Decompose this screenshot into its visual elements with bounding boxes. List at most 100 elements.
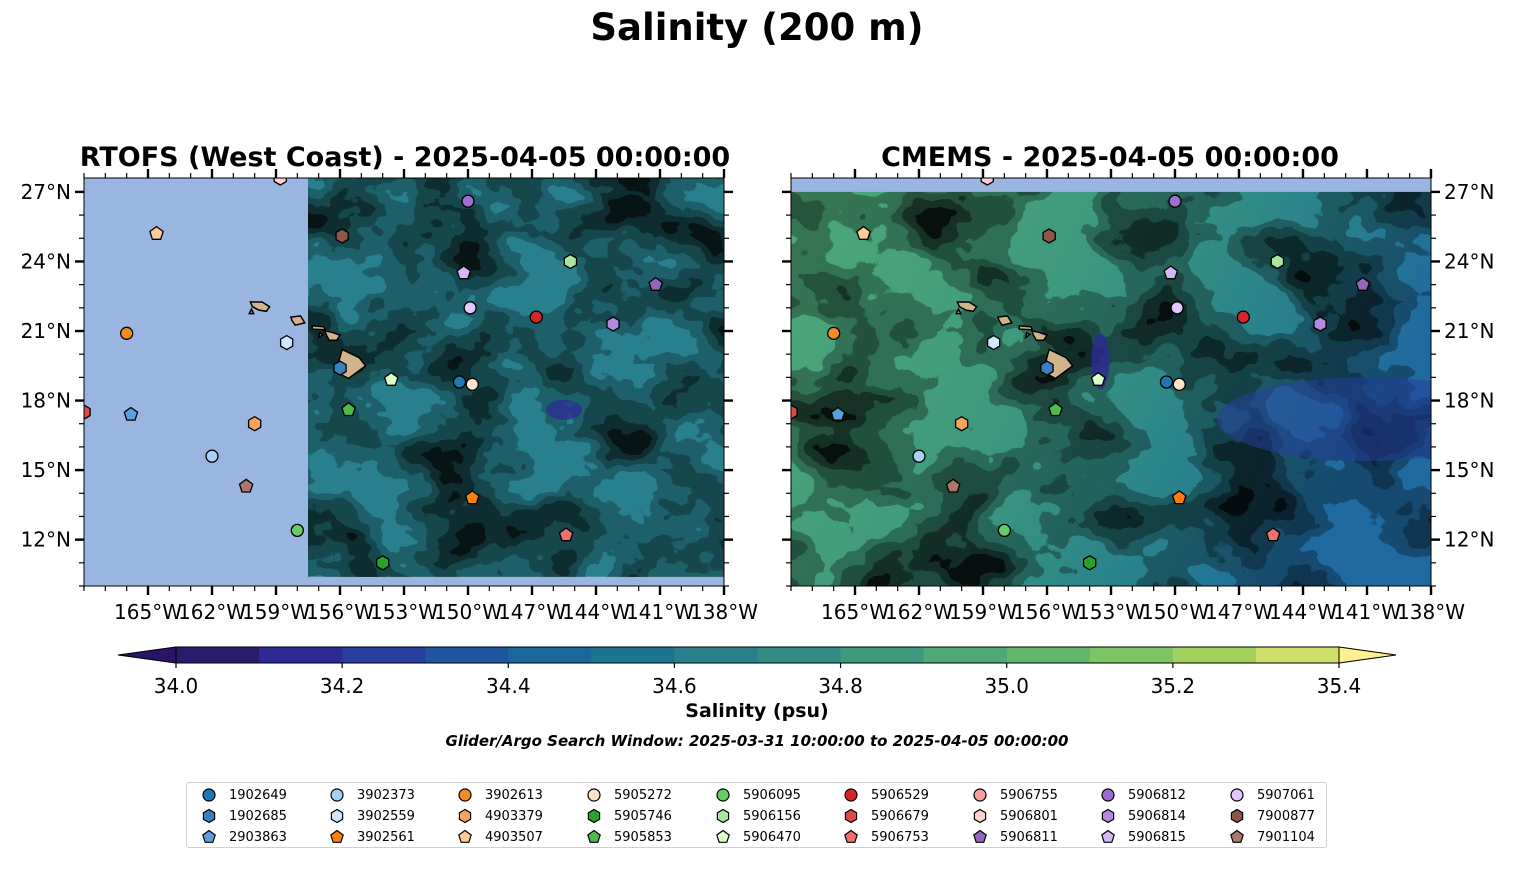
float-marker-4903507 bbox=[149, 225, 164, 240]
float-marker-5905746 bbox=[375, 555, 390, 571]
low-salinity-eddy bbox=[546, 399, 582, 420]
island bbox=[996, 315, 1013, 327]
legend-marker-shape bbox=[1230, 829, 1244, 843]
legend-item-5905853: 5905853 bbox=[584, 827, 672, 847]
legend-marker-icon bbox=[202, 829, 216, 843]
float-marker-5906812 bbox=[1168, 194, 1182, 208]
island bbox=[955, 307, 962, 315]
float-marker-2903863 bbox=[123, 406, 139, 421]
legend-label: 4903379 bbox=[485, 808, 543, 824]
colorbar-bin bbox=[176, 647, 260, 663]
lat-tick-label: 21°N bbox=[1444, 319, 1494, 343]
legend-item-5906755: 5906755 bbox=[970, 785, 1058, 805]
search-window-note: Glider/Argo Search Window: 2025-03-31 10… bbox=[445, 732, 1069, 750]
colorbar-tick-label: 35.0 bbox=[984, 674, 1029, 698]
float-marker-5906753 bbox=[1265, 527, 1281, 542]
float-marker-5905272 bbox=[465, 377, 479, 391]
colorbar-tick-label: 34.0 bbox=[154, 674, 199, 698]
float-marker-4903379 bbox=[954, 415, 969, 432]
colorbar-frame bbox=[175, 646, 1340, 664]
float-marker-5906529 bbox=[1236, 310, 1250, 324]
legend-marker-shape bbox=[202, 788, 216, 802]
legend-label: 5907061 bbox=[1257, 787, 1315, 803]
lat-tick-label: 12°N bbox=[21, 528, 71, 552]
legend-marker-icon bbox=[458, 829, 472, 843]
legend-label: 1902685 bbox=[229, 808, 287, 824]
lon-tick-label: 147°W bbox=[1205, 600, 1273, 624]
legend-marker-icon bbox=[973, 788, 987, 802]
float-marker-5905853 bbox=[341, 401, 356, 417]
legend-marker-shape bbox=[973, 808, 987, 824]
legend-item-5906470: 5906470 bbox=[713, 827, 801, 847]
legend-label: 5906095 bbox=[743, 787, 801, 803]
colorbar-bin bbox=[591, 647, 676, 663]
legend-label: 5906529 bbox=[871, 787, 929, 803]
legend-item-1902649: 1902649 bbox=[199, 785, 287, 805]
float-marker-1902649 bbox=[452, 375, 467, 389]
island bbox=[1018, 325, 1034, 331]
legend-item-7901104: 7901104 bbox=[1227, 827, 1315, 847]
legend-marker-shape bbox=[330, 808, 344, 824]
float-marker-5906814 bbox=[606, 316, 620, 332]
float-marker-3902373 bbox=[912, 449, 926, 463]
legend-marker-shape bbox=[587, 808, 601, 824]
colorbar-tick-label: 35.4 bbox=[1317, 674, 1362, 698]
colorbar-bin bbox=[1006, 647, 1091, 663]
legend-marker-icon bbox=[330, 808, 344, 824]
legend-marker-icon bbox=[458, 808, 472, 824]
island bbox=[956, 301, 978, 313]
legend-item-5906753: 5906753 bbox=[841, 827, 929, 847]
float-marker-3902561 bbox=[1171, 490, 1187, 505]
legend-marker-icon bbox=[330, 829, 344, 843]
lat-tick-label: 24°N bbox=[21, 249, 71, 273]
colorbar-tick-label: 34.6 bbox=[652, 674, 697, 698]
float-marker-5906156 bbox=[1270, 253, 1285, 270]
colorbar-tick-label: 35.2 bbox=[1151, 674, 1196, 698]
legend-marker-icon bbox=[716, 829, 730, 843]
legend-marker-icon bbox=[1101, 788, 1115, 802]
legend-marker-shape bbox=[1101, 829, 1115, 843]
colorbar-bin bbox=[1089, 647, 1174, 663]
panel-title-cmems: CMEMS - 2025-04-05 00:00:00 bbox=[881, 142, 1339, 173]
float-marker-7900877 bbox=[335, 228, 349, 244]
legend-label: 5906470 bbox=[743, 829, 801, 845]
float-marker-5906815 bbox=[1163, 265, 1179, 280]
float-marker-5906753 bbox=[558, 527, 574, 542]
legend-marker-shape bbox=[716, 788, 730, 802]
figure-title: Salinity (200 m) bbox=[590, 6, 924, 49]
lon-tick-label: 138°W bbox=[690, 600, 758, 624]
legend-item-5906095: 5906095 bbox=[713, 785, 801, 805]
legend-label: 5906753 bbox=[871, 829, 929, 845]
legend-label: 3902561 bbox=[357, 829, 415, 845]
legend-marker-shape bbox=[330, 788, 344, 802]
lon-tick-label: 150°W bbox=[434, 600, 502, 624]
lat-tick-label: 27°N bbox=[21, 180, 71, 204]
float-marker-7901104 bbox=[945, 478, 961, 493]
island bbox=[248, 307, 255, 315]
legend-item-2903863: 2903863 bbox=[199, 827, 287, 847]
colorbar-bin bbox=[508, 647, 592, 663]
legend-marker-shape bbox=[1101, 788, 1115, 802]
legend-marker-shape bbox=[716, 808, 730, 824]
legend-marker-shape bbox=[716, 829, 730, 843]
float-marker-5906095 bbox=[997, 523, 1011, 538]
legend-marker-shape bbox=[330, 829, 344, 843]
float-marker-5906095 bbox=[290, 523, 304, 538]
float-marker-7901104 bbox=[238, 478, 254, 493]
lon-tick-label: 156°W bbox=[306, 600, 374, 624]
low-salinity-region bbox=[1217, 377, 1431, 462]
legend-label: 3902613 bbox=[485, 787, 543, 803]
legend-marker-icon bbox=[587, 808, 601, 824]
float-marker-3902373 bbox=[205, 449, 219, 463]
colorbar-bin bbox=[923, 647, 1008, 663]
legend-label: 5905272 bbox=[614, 787, 672, 803]
legend-marker-icon bbox=[844, 788, 858, 802]
lon-tick-label: 144°W bbox=[562, 600, 630, 624]
legend-item-3902373: 3902373 bbox=[327, 785, 415, 805]
legend-item-5906156: 5906156 bbox=[713, 806, 801, 826]
float-marker-5906811 bbox=[1355, 276, 1371, 291]
legend-item-3902561: 3902561 bbox=[327, 827, 415, 847]
legend-marker-shape bbox=[844, 829, 858, 843]
legend-item-7900877: 7900877 bbox=[1227, 806, 1315, 826]
legend-marker-icon bbox=[844, 829, 858, 843]
